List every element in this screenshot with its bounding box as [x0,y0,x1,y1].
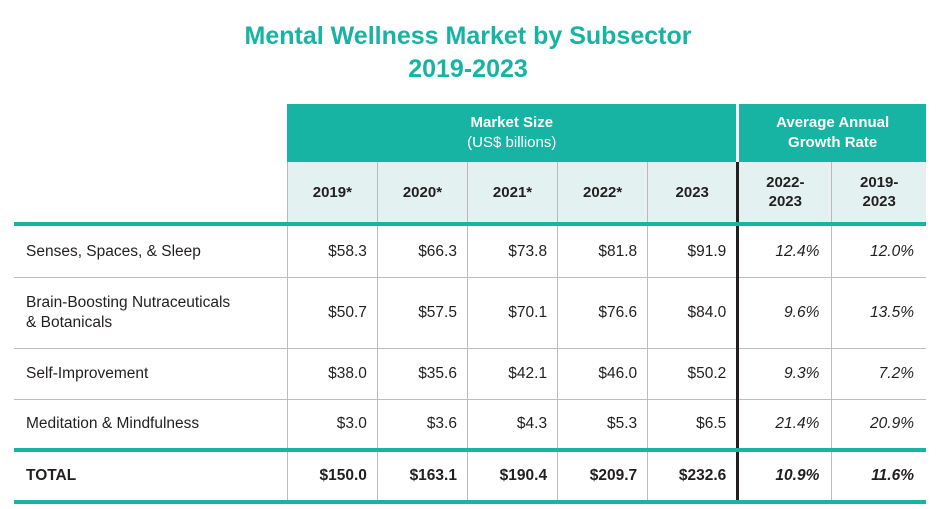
growth-cell: 9.3% [736,348,832,400]
value-cell: $50.7 [286,277,378,349]
total-label: TOTAL [14,450,288,504]
total-growth-cell: 11.6% [831,450,926,504]
total-value-cell: $163.1 [376,450,468,504]
header-corner-2 [14,162,288,226]
growth-cell: 20.9% [831,399,926,452]
header-row-groups: Market Size (US$ billions) Average Annua… [14,104,926,162]
title-line-1: Mental Wellness Market by Subsector [244,22,692,50]
total-value-cell: $209.7 [557,450,648,504]
growth-cell: 12.0% [831,224,926,278]
row-label: Meditation & Mindfulness [14,399,288,452]
row-label: Self-Improvement [14,348,288,400]
value-cell: $50.2 [647,348,738,400]
year-header: 2022* [557,162,648,226]
value-cell: $4.3 [466,399,558,452]
value-cell: $81.8 [557,224,648,278]
value-cell: $84.0 [647,277,738,349]
growth-period-header: 2022- 2023 [736,162,832,226]
header-corner [14,104,288,162]
growth-period-line: 2019- [859,174,899,191]
row-label-line: Brain-Boosting Nutraceuticals [26,294,231,311]
value-cell: $46.0 [557,348,648,400]
value-cell: $91.9 [647,224,738,278]
header-row-years: 2019* 2020* 2021* 2022* 2023 2022- 2023 … [14,162,926,226]
table-row: Brain-Boosting Nutraceuticals & Botanica… [14,277,926,349]
year-header: 2020* [376,162,468,226]
market-size-label: Market Size [470,114,554,131]
growth-cell: 21.4% [736,399,832,452]
market-table: Market Size (US$ billions) Average Annua… [14,104,926,504]
growth-cell: 9.6% [736,277,832,349]
value-cell: $6.5 [647,399,738,452]
growth-rate-label-1: Average Annual [776,114,890,131]
value-cell: $42.1 [466,348,558,400]
row-label: Senses, Spaces, & Sleep [14,224,288,278]
market-size-header: Market Size (US$ billions) [287,104,738,162]
market-table-container: Market Size (US$ billions) Average Annua… [14,104,926,504]
value-cell: $70.1 [466,277,558,349]
title-line-2: 2019-2023 [408,55,528,83]
value-cell: $57.5 [376,277,468,349]
growth-period-header: 2019- 2023 [831,162,926,226]
table-row: Meditation & Mindfulness $3.0 $3.6 $4.3 … [14,399,926,452]
total-row: TOTAL $150.0 $163.1 $190.4 $209.7 $232.6… [14,450,926,504]
page-title: Mental Wellness Market by Subsector 2019… [0,20,936,86]
value-cell: $76.6 [557,277,648,349]
year-header: 2021* [466,162,558,226]
total-value-cell: $190.4 [466,450,558,504]
market-size-unit: (US$ billions) [467,134,557,151]
growth-period-line: 2023 [768,193,802,210]
growth-rate-header: Average Annual Growth Rate [736,104,926,162]
growth-rate-label-2: Growth Rate [788,134,878,151]
table-row: Senses, Spaces, & Sleep $58.3 $66.3 $73.… [14,224,926,278]
year-header: 2019* [286,162,378,226]
growth-period-line: 2023 [862,193,896,210]
table-row: Self-Improvement $38.0 $35.6 $42.1 $46.0… [14,348,926,400]
growth-period-line: 2022- [766,174,805,191]
year-header: 2023 [647,162,738,226]
total-value-cell: $150.0 [286,450,378,504]
row-label: Brain-Boosting Nutraceuticals & Botanica… [14,277,288,349]
growth-cell: 13.5% [831,277,926,349]
total-growth-cell: 10.9% [736,450,832,504]
value-cell: $66.3 [376,224,468,278]
row-label-line: & Botanicals [26,314,113,331]
value-cell: $5.3 [557,399,648,452]
value-cell: $3.0 [286,399,378,452]
value-cell: $3.6 [376,399,468,452]
total-value-cell: $232.6 [647,450,738,504]
value-cell: $73.8 [466,224,558,278]
value-cell: $38.0 [286,348,378,400]
value-cell: $35.6 [376,348,468,400]
growth-cell: 12.4% [736,224,832,278]
value-cell: $58.3 [286,224,378,278]
growth-cell: 7.2% [831,348,926,400]
